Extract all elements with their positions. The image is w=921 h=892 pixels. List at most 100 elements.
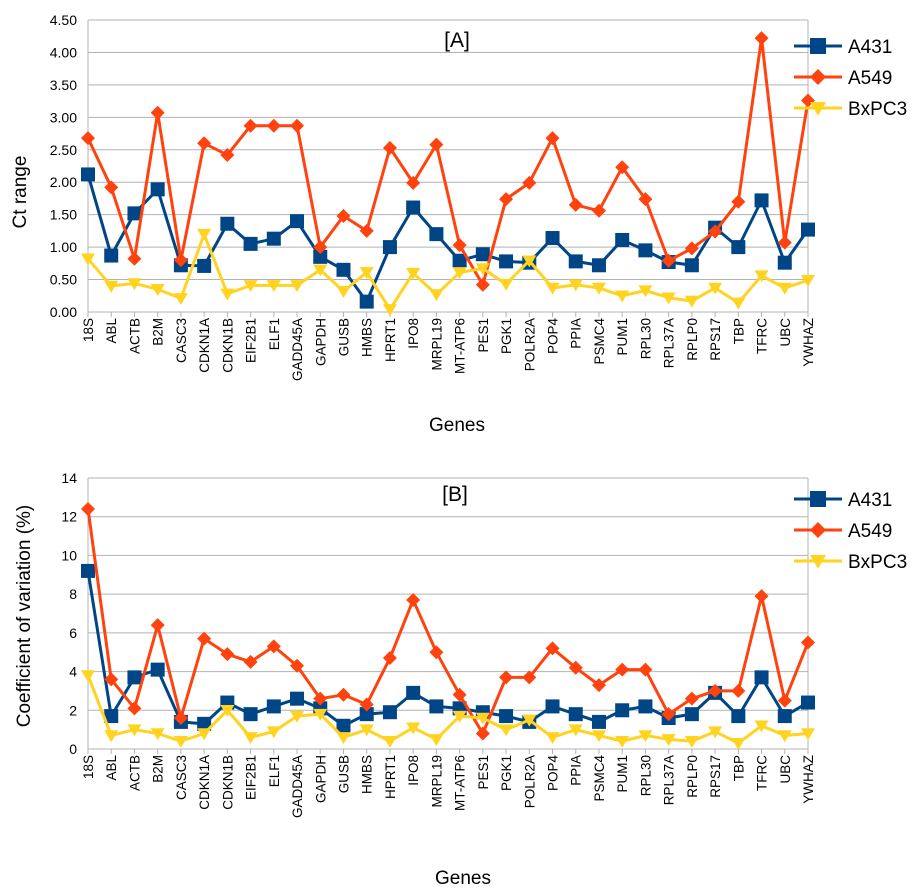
data-point-a431 <box>220 216 235 231</box>
x-tick-label-rps17: RPS17 <box>708 755 723 798</box>
panel-b-coefficient-of-variation-chart: 0 2 4 6 8 10 12 14 18S ABL ACTB B2M CASC3 CDKN1A CDKN1… <box>14 470 907 889</box>
data-point-a549 <box>197 136 212 151</box>
y-tick-label: 0 <box>69 741 77 757</box>
data-point-a549 <box>615 662 630 677</box>
x-tick-label-casc3: CASC3 <box>174 755 189 800</box>
data-point-a549 <box>406 592 421 607</box>
legend-label: BxPC3 <box>848 552 907 573</box>
data-point-bxpc3 <box>81 253 95 266</box>
panel-annotation: [B] <box>442 483 468 506</box>
x-tick-label-mt-atp6: MT-ATP6 <box>453 318 468 374</box>
data-point-bxpc3 <box>801 274 815 287</box>
x-tick-label-hmbs: HMBS <box>360 318 375 357</box>
data-point-a549 <box>104 180 119 195</box>
data-point-bxpc3 <box>336 732 351 745</box>
data-point-a431 <box>81 167 95 182</box>
data-point-bxpc3 <box>731 737 746 750</box>
x-tick-label-pum1: PUM1 <box>615 318 630 356</box>
x-tick-label-pgk1: PGK1 <box>499 318 514 354</box>
y-tick-label: 3.50 <box>50 77 77 93</box>
data-point-a549 <box>313 691 328 706</box>
x-tick-label-18s: 18S <box>81 755 96 779</box>
y-tick-label: 4 <box>69 664 77 680</box>
x-tick-label-pgk1: PGK1 <box>499 755 514 791</box>
data-point-a549 <box>591 678 606 693</box>
data-point-a549 <box>266 639 281 654</box>
data-point-a431 <box>545 231 560 246</box>
y-tick-label: 6 <box>69 625 77 641</box>
data-point-a549 <box>452 238 467 253</box>
legend-item-a549: A549 <box>794 521 892 542</box>
data-point-a549 <box>661 707 676 722</box>
data-point-a431 <box>243 707 258 722</box>
data-point-bxpc3 <box>173 736 188 748</box>
data-point-a549 <box>684 691 699 706</box>
data-point-bxpc3 <box>754 720 769 733</box>
data-point-bxpc3 <box>522 255 537 268</box>
data-point-a431 <box>150 182 165 197</box>
data-point-bxpc3 <box>731 297 746 310</box>
x-tick-label-elf1: ELF1 <box>267 318 282 350</box>
x-tick-label-mrpl19: MRPL19 <box>429 318 444 371</box>
x-tick-label-pop4: POP4 <box>546 755 561 792</box>
data-point-a431 <box>777 255 792 270</box>
legend-item-a431: A431 <box>794 37 892 58</box>
series-line-a549 <box>86 508 810 736</box>
data-point-bxpc3 <box>243 280 258 293</box>
x-tick-label-tfrc: TFRC <box>755 318 770 354</box>
data-point-bxpc3 <box>197 228 212 241</box>
data-point-a549 <box>452 687 467 702</box>
data-point-a549 <box>754 589 769 604</box>
legend: A431 A549 BxPC3 <box>794 490 907 573</box>
x-tick-label-ywhaz: YWHAZ <box>801 318 816 367</box>
data-point-a431 <box>197 716 212 731</box>
x-tick-label-rpl37a: RPL37A <box>662 318 677 368</box>
data-point-a549 <box>684 241 699 256</box>
data-point-bxpc3 <box>429 734 444 746</box>
data-point-a549 <box>568 197 583 212</box>
data-point-a431 <box>545 699 560 714</box>
data-point-a549 <box>173 711 188 726</box>
data-point-a549 <box>801 635 815 650</box>
series-bxpc3 <box>81 228 815 317</box>
data-point-a431 <box>359 707 374 722</box>
data-point-bxpc3 <box>754 270 769 283</box>
data-point-a549 <box>522 175 537 190</box>
data-point-a549 <box>661 253 676 268</box>
data-point-bxpc3 <box>336 285 351 298</box>
data-point-bxpc3 <box>452 710 467 723</box>
data-point-a549 <box>104 672 119 687</box>
data-point-a549 <box>429 137 444 152</box>
data-point-a549 <box>429 645 444 660</box>
data-point-a431 <box>266 699 281 714</box>
legend-label: A549 <box>848 521 892 542</box>
data-point-a431 <box>475 247 490 262</box>
x-tick-labels: 18S ABL ACTB B2M CASC3 CDKN1A CDKN1B EIF2B1 ELF1… <box>81 755 816 819</box>
data-point-a549 <box>545 641 560 656</box>
data-point-a431 <box>638 243 653 258</box>
data-point-bxpc3 <box>684 295 699 308</box>
data-point-a431 <box>406 685 421 700</box>
data-point-a549 <box>197 631 212 646</box>
data-point-a549 <box>731 683 746 698</box>
data-point-a431 <box>313 249 328 264</box>
data-point-a431 <box>382 240 397 255</box>
data-point-bxpc3 <box>615 736 630 748</box>
data-point-a431 <box>290 691 305 706</box>
data-point-a549 <box>754 31 769 46</box>
x-tick-label-pop4: POP4 <box>546 318 561 355</box>
x-tick-label-rpl30: RPL30 <box>638 318 653 359</box>
data-point-a431 <box>406 200 421 215</box>
data-point-a431 <box>568 707 583 722</box>
x-tick-label-hprt1: HPRT1 <box>383 755 398 799</box>
x-tick-label-ppia: PPIA <box>569 318 584 349</box>
legend-swatch-marker <box>810 102 826 116</box>
data-point-a549 <box>243 654 258 669</box>
data-point-a549 <box>568 660 583 675</box>
data-point-a549 <box>777 235 792 250</box>
x-tick-label-gapdh: GAPDH <box>313 318 328 366</box>
legend-swatch-marker <box>810 69 826 85</box>
x-tick-label-mrpl19: MRPL19 <box>429 755 444 808</box>
data-point-a549 <box>475 277 490 292</box>
data-point-a431 <box>336 262 351 277</box>
